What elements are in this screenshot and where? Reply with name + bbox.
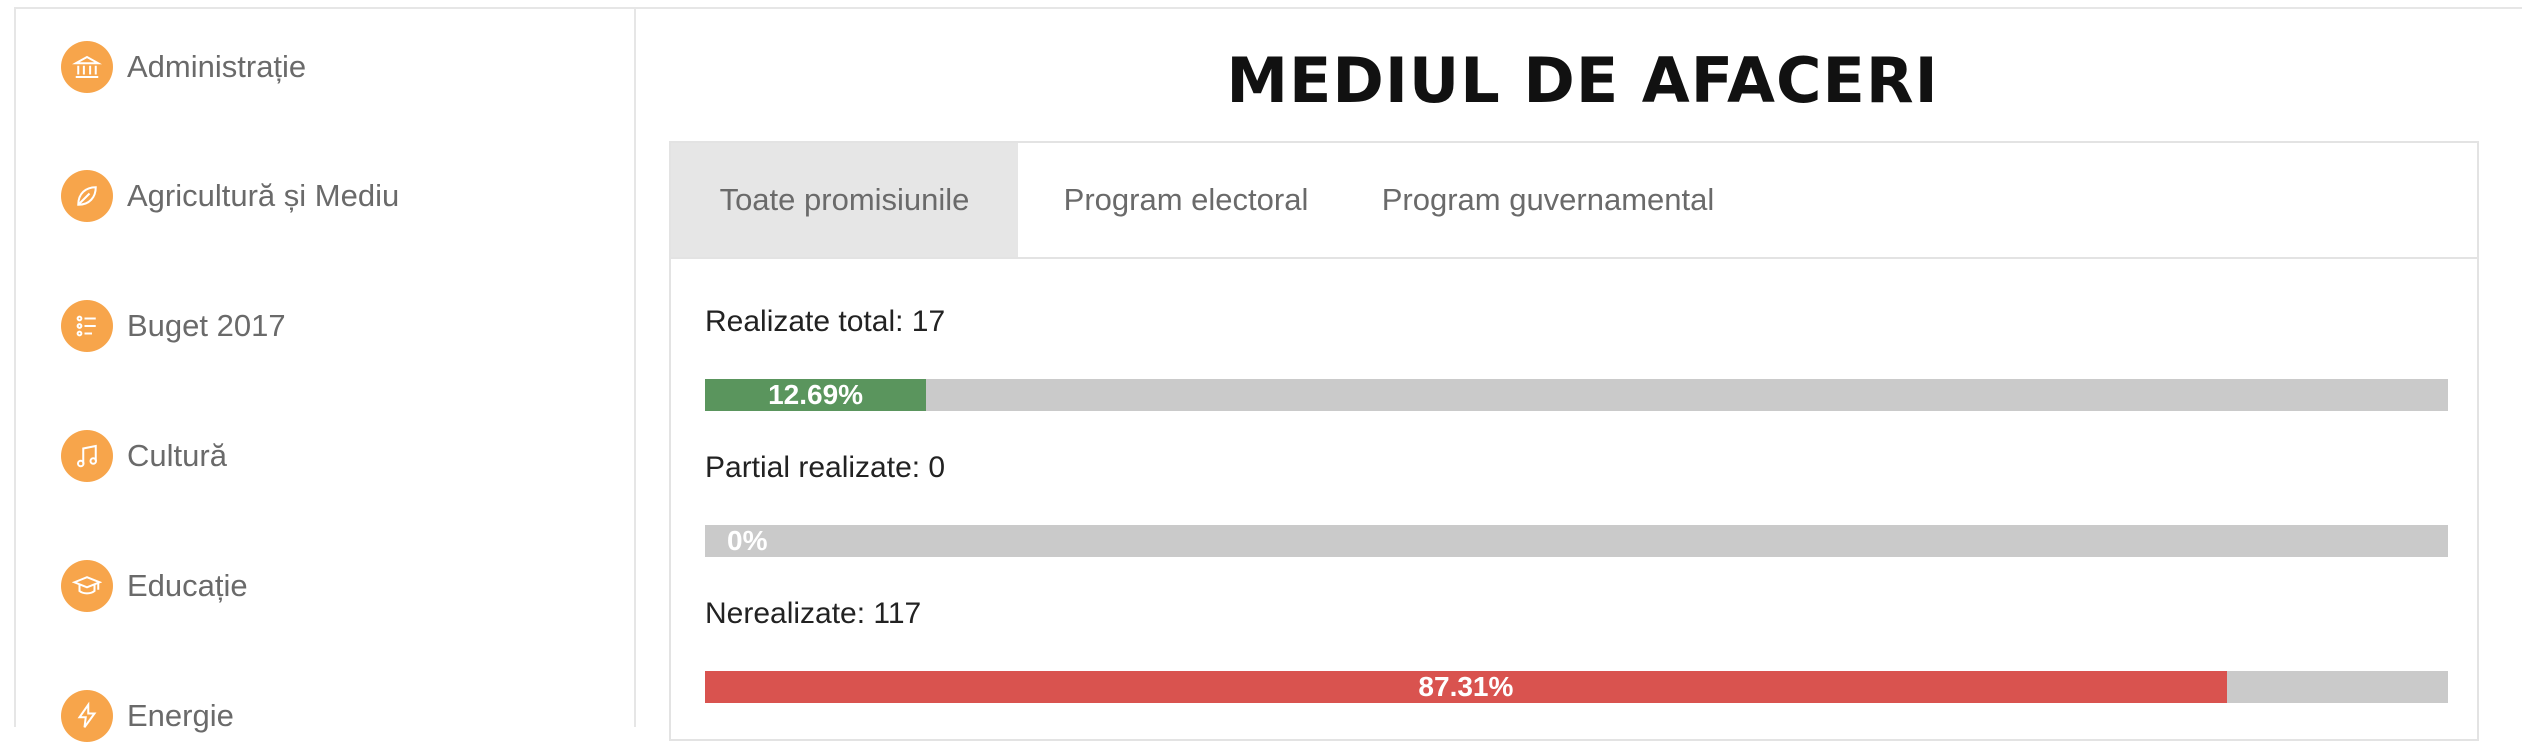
nerealizate-progress-fill: 87.31% <box>705 671 2227 703</box>
leaf-icon <box>61 170 113 222</box>
sidebar-item-label: Educație <box>127 568 248 603</box>
sidebar-item-label: Buget 2017 <box>127 308 286 343</box>
promises-panel: Toate promisiunile Program electoral Pro… <box>669 141 2479 741</box>
music-note-icon <box>61 430 113 482</box>
nerealizate-label: Nerealizate: 117 <box>705 597 922 630</box>
sidebar: Administrație Agricultură și Mediu Buget… <box>14 7 636 742</box>
page-title: MEDIUL DE AFACERI <box>1226 44 1939 117</box>
sidebar-item-label: Administrație <box>127 49 307 84</box>
tab-bar: Toate promisiunile Program electoral Pro… <box>671 143 2477 259</box>
partial-realizate-label: Partial realizate: 0 <box>705 451 946 484</box>
tab-program-guvernamental[interactable]: Program guvernamental <box>1381 182 1715 217</box>
realizate-progress-fill: 12.69% <box>705 379 927 411</box>
sidebar-item-educatie[interactable]: Educație <box>61 558 248 614</box>
main-content: MEDIUL DE AFACERI Toate promisiunile Pro… <box>636 7 2522 741</box>
sidebar-item-agricultura-si-mediu[interactable]: Agricultură și Mediu <box>61 168 399 224</box>
realizate-total-label: Realizate total: 17 <box>705 305 946 338</box>
tab-toate-promisiunile[interactable]: Toate promisiunile <box>671 143 1018 257</box>
sidebar-item-label: Energie <box>127 698 234 733</box>
realizate-progress-bar: 12.69% <box>705 379 2448 411</box>
sidebar-item-label: Cultură <box>127 438 227 473</box>
content-frame <box>14 7 2522 727</box>
sidebar-item-administratie[interactable]: Administrație <box>61 39 306 95</box>
sidebar-item-energie[interactable]: Energie <box>61 688 234 744</box>
partial-realizate-progress-bar: 0% <box>705 525 2448 557</box>
lightning-icon <box>61 690 113 742</box>
partial-realizate-progress-fill: 0% <box>727 525 768 556</box>
list-icon <box>61 300 113 352</box>
building-icon <box>61 41 113 93</box>
nerealizate-progress-bar: 87.31% <box>705 671 2448 703</box>
sidebar-item-label: Agricultură și Mediu <box>127 178 400 213</box>
sidebar-item-cultura[interactable]: Cultură <box>61 428 227 484</box>
tab-program-electoral[interactable]: Program electoral <box>1063 182 1309 217</box>
sidebar-item-buget-2017[interactable]: Buget 2017 <box>61 298 286 354</box>
graduation-cap-icon <box>61 560 113 612</box>
